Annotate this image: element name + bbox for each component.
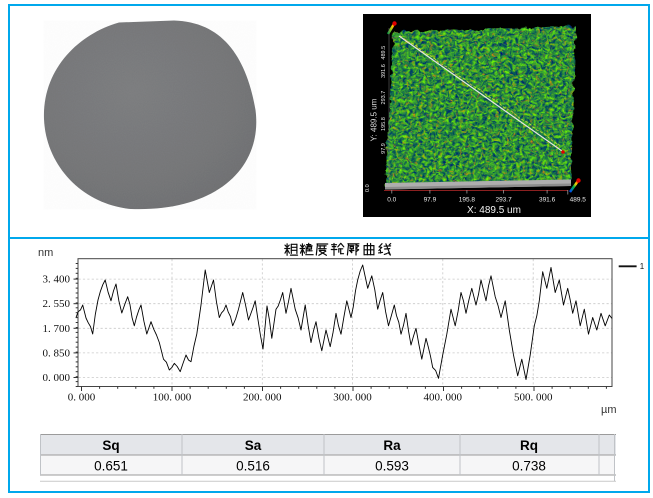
svg-text:Sq: Sq — [102, 438, 119, 453]
svg-text:489.5: 489.5 — [381, 46, 387, 60]
svg-text:Rq: Rq — [520, 438, 538, 453]
svg-text:489.5: 489.5 — [570, 197, 587, 204]
svg-text:97.9: 97.9 — [424, 197, 437, 204]
svg-text:0.738: 0.738 — [512, 458, 546, 473]
svg-text:0.0: 0.0 — [387, 197, 396, 204]
svg-text:0. 000: 0. 000 — [43, 372, 71, 384]
svg-text:3. 400: 3. 400 — [43, 274, 71, 286]
svg-text:391.6: 391.6 — [381, 64, 387, 78]
svg-text:1: 1 — [640, 262, 645, 271]
svg-text:0.516: 0.516 — [236, 458, 270, 473]
svg-text:200. 000: 200. 000 — [243, 392, 282, 404]
svg-text:0. 000: 0. 000 — [68, 392, 96, 404]
svg-text:Sa: Sa — [245, 438, 262, 453]
svg-text:391.6: 391.6 — [539, 197, 556, 204]
svg-text:0. 850: 0. 850 — [43, 347, 71, 359]
svg-text:nm: nm — [38, 247, 53, 259]
svg-text:400. 000: 400. 000 — [424, 392, 463, 404]
svg-text:100. 000: 100. 000 — [153, 392, 192, 404]
svg-text:Ra: Ra — [383, 438, 401, 453]
svg-text:293.7: 293.7 — [381, 91, 387, 105]
svg-text:0.593: 0.593 — [375, 458, 409, 473]
svg-text:293.7: 293.7 — [495, 197, 512, 204]
svg-text:µm: µm — [601, 404, 617, 416]
svg-text:0.0: 0.0 — [365, 184, 371, 192]
svg-text:X: 489.5 um: X: 489.5 um — [467, 205, 521, 216]
svg-text:2. 550: 2. 550 — [43, 298, 71, 310]
svg-text:195.8: 195.8 — [459, 197, 476, 204]
svg-text:500. 000: 500. 000 — [514, 392, 553, 404]
svg-text:Y: 489.5 um: Y: 489.5 um — [370, 98, 379, 141]
svg-text:300. 000: 300. 000 — [333, 392, 372, 404]
svg-text:0.651: 0.651 — [94, 458, 128, 473]
svg-text:97.9: 97.9 — [381, 143, 387, 154]
svg-text:195.8: 195.8 — [381, 117, 387, 131]
svg-text:1. 700: 1. 700 — [43, 323, 71, 335]
